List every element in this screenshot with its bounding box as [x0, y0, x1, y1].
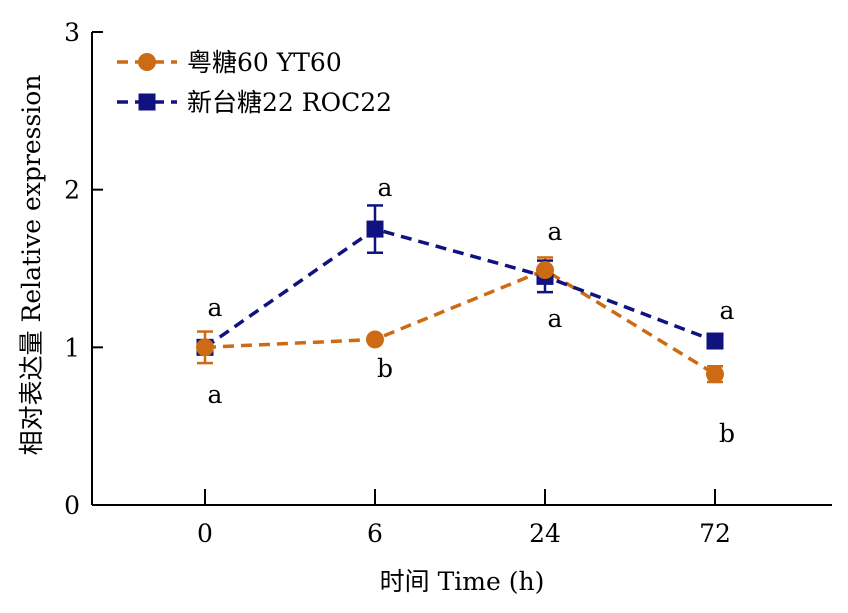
data-point [706, 365, 724, 384]
y-axis-title: 相对表达量 Relative expression [17, 75, 46, 456]
legend-item: 新台糖22 ROC22 [117, 88, 392, 117]
data-point [536, 261, 554, 280]
x-tick-label: 72 [699, 519, 731, 548]
data-point [366, 220, 384, 238]
significance-letter: a [548, 217, 563, 246]
y-ticks: 0 1 2 3 [64, 18, 103, 520]
significance-letter: a [378, 173, 393, 202]
series-1-markers [196, 261, 724, 384]
legend-marker [138, 53, 156, 71]
data-point [366, 330, 384, 349]
legend-marker [138, 93, 156, 111]
data-point [196, 338, 214, 357]
x-tick-label: 24 [529, 519, 561, 548]
significance-letter: a [548, 304, 563, 333]
axes [91, 32, 832, 506]
y-tick-label: 0 [64, 491, 80, 520]
series-line [204, 268, 716, 376]
series-2-markers [196, 220, 724, 356]
series-layer [196, 204, 724, 384]
x-tick-label: 6 [367, 519, 383, 548]
significance-letter: b [377, 354, 393, 383]
x-ticks: 0 6 24 72 [197, 489, 731, 548]
series-line [204, 227, 716, 349]
y-tick-label: 2 [64, 176, 80, 205]
series-1 [197, 256, 723, 384]
y-tick-label: 3 [64, 18, 80, 47]
significance-letters: a b a b a a a a [208, 173, 735, 448]
significance-letter: b [719, 419, 735, 448]
legend-label: 新台糖22 ROC22 [187, 88, 392, 117]
x-tick-label: 0 [197, 519, 213, 548]
legend-item: 粤糖60 YT60 [117, 48, 342, 77]
x-axis-title: 时间 Time (h) [380, 567, 545, 596]
significance-letter: a [208, 293, 223, 322]
significance-letter: a [208, 380, 223, 409]
legend-label: 粤糖60 YT60 [187, 48, 342, 77]
legend: 粤糖60 YT60 新台糖22 ROC22 [117, 48, 392, 117]
data-point [706, 332, 724, 350]
significance-letter: a [720, 296, 735, 325]
series-2 [204, 204, 716, 349]
y-tick-label: 1 [64, 333, 80, 362]
